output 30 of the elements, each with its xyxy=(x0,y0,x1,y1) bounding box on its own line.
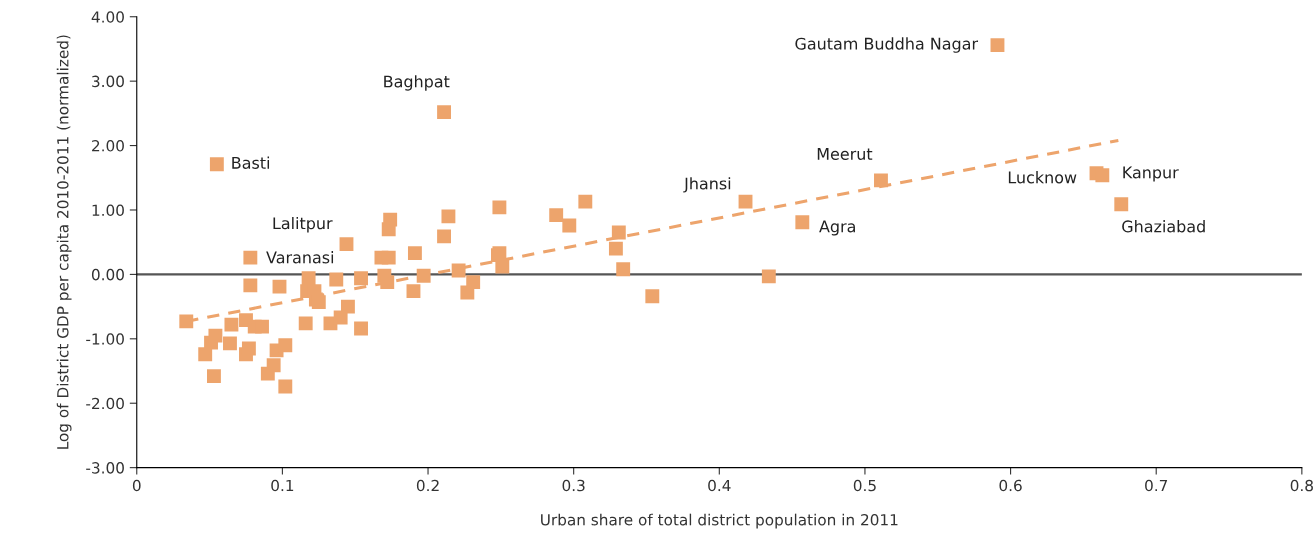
y-tick-label: -3.00 xyxy=(86,462,124,474)
x-tick-label: 0 xyxy=(132,479,141,492)
annotation: Gautam Buddha Nagar xyxy=(795,37,979,53)
annotation: Agra xyxy=(819,220,855,236)
x-tick-label: 0.3 xyxy=(562,479,585,492)
x-tick-label: 0.1 xyxy=(271,479,294,492)
x-tick-label: 0.2 xyxy=(416,479,439,492)
annotation: Lucknow xyxy=(1008,171,1077,184)
annotation: Basti xyxy=(232,156,270,169)
annotation: Jhansi xyxy=(683,177,731,193)
x-axis-title: Urban share of total district population in 2011 xyxy=(541,513,898,529)
annotation: Lalitpur xyxy=(273,216,333,233)
x-tick-label: 0.8 xyxy=(1290,479,1313,492)
y-tick-label: -2.00 xyxy=(86,397,124,410)
y-tick-label: 0.00 xyxy=(91,268,124,281)
annotation: Meerut xyxy=(817,148,873,160)
x-tick-label: 0.5 xyxy=(853,479,876,492)
y-tick-label: 1.00 xyxy=(92,204,124,216)
annotation: Kanpur xyxy=(1123,166,1179,182)
y-tick-label: 4.00 xyxy=(91,11,124,23)
y-tick-label: 2.00 xyxy=(92,140,124,152)
y-tick-label: 3.00 xyxy=(92,75,124,88)
annotation: Ghaziabad xyxy=(1122,220,1205,233)
y-axis-title: Log of District GDP per capita 2010-2011 (normalized) xyxy=(56,35,72,449)
annotation: Baghpat xyxy=(384,75,450,91)
x-tick-label: 0.6 xyxy=(999,479,1022,492)
x-tick-label: 0.4 xyxy=(708,479,731,492)
x-tick-label: 0.7 xyxy=(1145,479,1168,492)
annotation: Varanasi xyxy=(266,251,334,264)
y-tick-label: -1.00 xyxy=(86,333,124,345)
